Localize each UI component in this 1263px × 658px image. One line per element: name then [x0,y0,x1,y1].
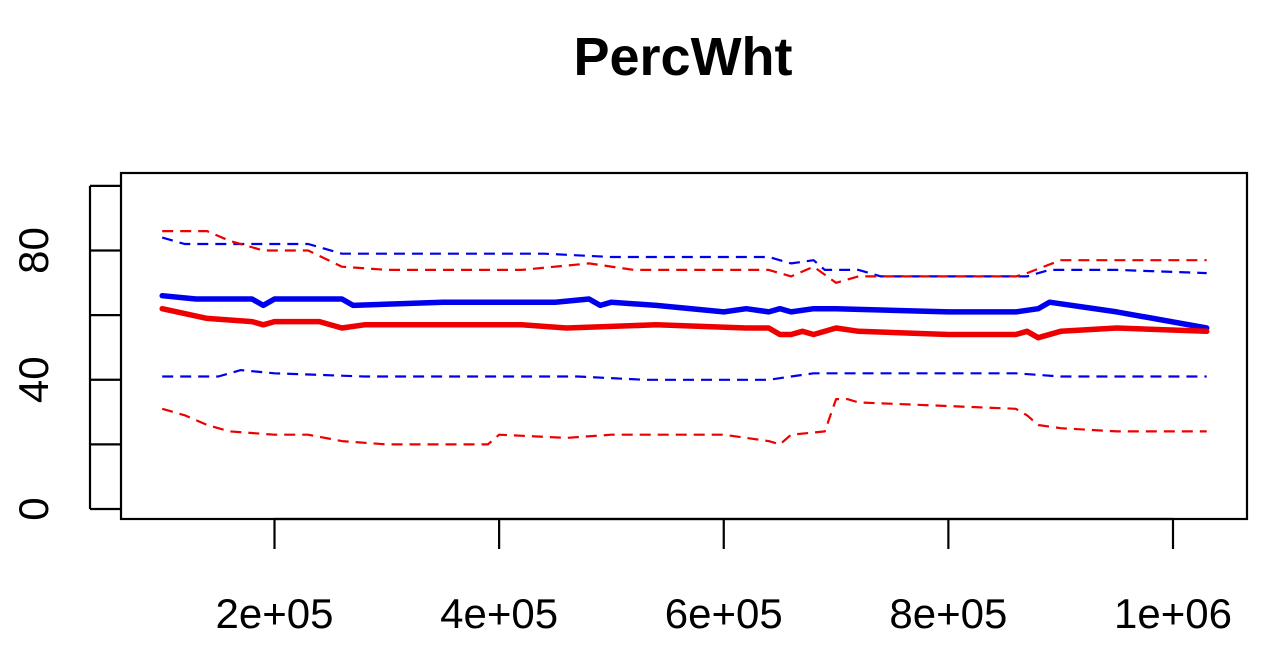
series-layer [159,230,1210,446]
y-tick-label: 0 [10,497,57,520]
x-tick-label: 4e+05 [440,590,558,637]
chart-title: PercWht [573,27,792,87]
blue-solid-line [159,292,1210,331]
red-lower-dashed-line [161,398,1207,446]
red-upper-dashed-line [162,230,1207,284]
x-tick-label: 1e+06 [1114,590,1232,637]
red-solid-line [159,305,1210,341]
blue-lower-dashed-line [162,369,1207,381]
y-tick-label: 40 [10,356,57,403]
x-tick-label: 6e+05 [665,590,783,637]
y-axis: 0 40 80 [10,184,121,521]
x-tick-label: 2e+05 [216,590,334,637]
x-axis: 2e+05 4e+05 6e+05 8e+05 1e+06 [216,517,1232,637]
y-tick-label: 80 [10,227,57,274]
x-tick-label: 8e+05 [889,590,1007,637]
blue-upper-dashed-line [161,236,1207,278]
plot-frame [119,171,1249,521]
